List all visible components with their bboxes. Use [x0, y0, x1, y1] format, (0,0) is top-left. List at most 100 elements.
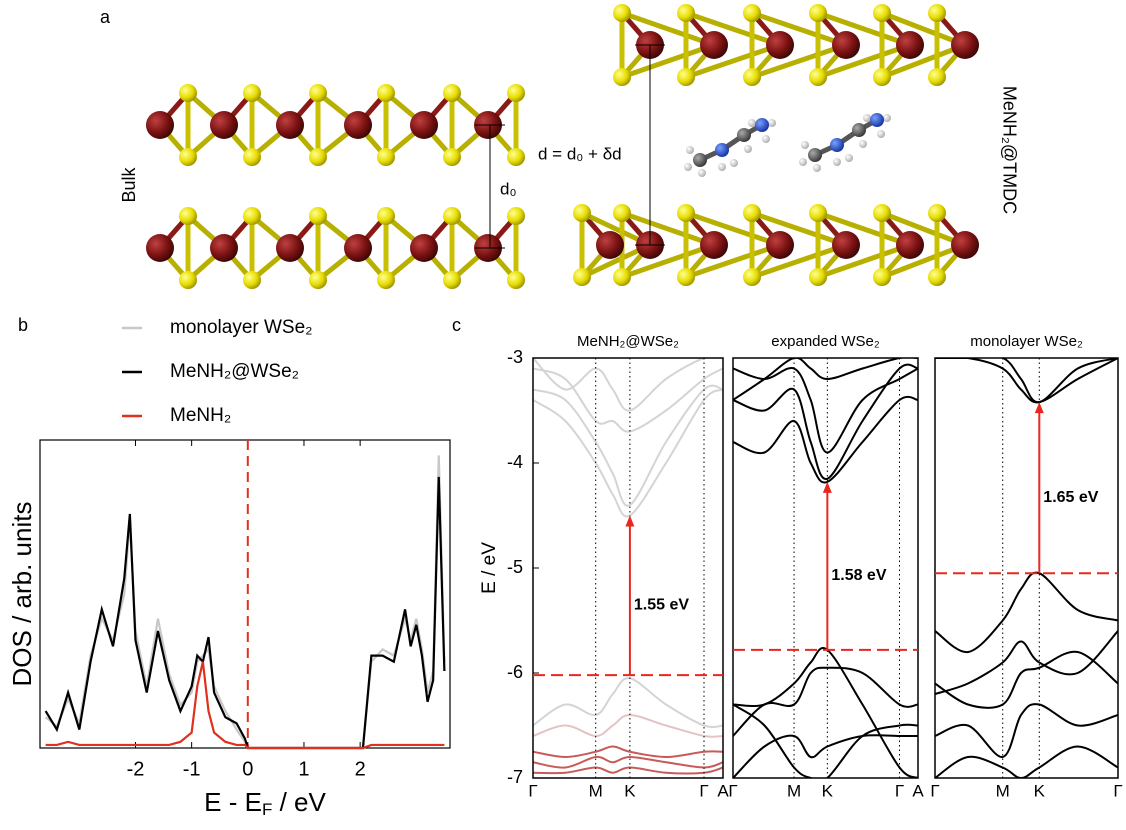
- atom: [684, 163, 692, 171]
- x-tick-label: K: [624, 781, 636, 800]
- atom: [698, 169, 706, 177]
- bands: [733, 357, 918, 781]
- atom: [743, 4, 761, 22]
- atom: [410, 234, 438, 262]
- bulk-label: Bulk: [119, 166, 139, 202]
- atom: [808, 148, 822, 162]
- x-tick-label: Γ: [930, 781, 939, 800]
- band: [733, 705, 918, 782]
- panel-label: b: [18, 315, 28, 335]
- band: [533, 747, 723, 758]
- atom: [377, 271, 395, 289]
- bands: [533, 356, 723, 773]
- atom: [677, 268, 695, 286]
- atom: [179, 271, 197, 289]
- atom: [596, 231, 624, 259]
- atom: [443, 207, 461, 225]
- band: [533, 715, 723, 737]
- atom: [686, 146, 694, 154]
- y-tick-label: -7: [507, 767, 523, 787]
- atom: [870, 113, 884, 127]
- atom: [507, 271, 525, 289]
- gap-label: 1.55 eV: [634, 597, 689, 614]
- atom: [309, 148, 327, 166]
- band: [733, 735, 918, 778]
- atom: [951, 31, 979, 59]
- band: [533, 356, 723, 410]
- atom: [809, 268, 827, 286]
- atom: [766, 231, 794, 259]
- atom: [928, 4, 946, 22]
- atom: [693, 153, 707, 167]
- atom: [766, 31, 794, 59]
- atom: [896, 31, 924, 59]
- atom: [677, 4, 695, 22]
- atom: [877, 130, 885, 138]
- atom: [743, 268, 761, 286]
- atom: [951, 231, 979, 259]
- chart-title: expanded WSe₂: [771, 333, 880, 350]
- atom: [809, 68, 827, 86]
- atom: [410, 111, 438, 139]
- arrow-head: [1035, 402, 1044, 413]
- atom: [748, 119, 756, 127]
- atom: [243, 84, 261, 102]
- atom: [243, 148, 261, 166]
- atom: [443, 148, 461, 166]
- x-axis-label-part: E - E: [204, 787, 262, 817]
- figure: a b c Bulk d₀ d = d₀ + δd MeNH₂@TMDC -2-…: [0, 0, 1126, 830]
- plot-frame: [733, 358, 918, 778]
- atom: [613, 204, 631, 222]
- atom: [852, 123, 866, 137]
- atom: [743, 204, 761, 222]
- y-tick-label: -3: [507, 347, 523, 367]
- atom: [377, 148, 395, 166]
- atom: [799, 158, 807, 166]
- dos-curve: [46, 662, 445, 748]
- band: [533, 386, 723, 506]
- atom: [344, 234, 372, 262]
- atom: [613, 4, 631, 22]
- band: [935, 652, 1118, 708]
- x-tick-label: K: [822, 781, 834, 800]
- chart-title: MeNH₂@WSe₂: [577, 333, 679, 350]
- atom: [762, 135, 770, 143]
- atom: [276, 111, 304, 139]
- atom: [146, 111, 174, 139]
- y-tick-label: -4: [507, 452, 523, 472]
- atom: [809, 4, 827, 22]
- atom: [744, 145, 752, 153]
- atom: [830, 138, 844, 152]
- x-tick-label: Γ: [699, 781, 708, 800]
- atom: [832, 31, 860, 59]
- x-tick-label: M: [589, 781, 603, 800]
- x-tick-label: M: [996, 781, 1010, 800]
- panel-label: a: [100, 7, 111, 27]
- atom: [377, 84, 395, 102]
- atom: [443, 271, 461, 289]
- band: [935, 631, 1118, 694]
- band: [935, 573, 1118, 653]
- x-tick-label: Γ: [728, 781, 737, 800]
- atom: [859, 140, 867, 148]
- dos-curve: [46, 477, 445, 748]
- atom: [146, 234, 174, 262]
- y-axis-label: E / eV: [479, 542, 500, 594]
- atom: [507, 207, 525, 225]
- gap-label: 1.58 eV: [831, 567, 886, 584]
- hybrid-label: MeNH₂@TMDC: [999, 86, 1019, 214]
- atom: [928, 268, 946, 286]
- atom: [801, 141, 809, 149]
- atom: [344, 111, 372, 139]
- atom: [755, 118, 769, 132]
- atom: [210, 234, 238, 262]
- bands: [935, 356, 1118, 778]
- legend-label: MeNH₂@WSe₂: [170, 361, 299, 382]
- atom: [613, 68, 631, 86]
- atom: [276, 234, 304, 262]
- x-tick-label: 1: [298, 758, 309, 780]
- band: [935, 747, 1118, 779]
- atom: [309, 271, 327, 289]
- atom: [873, 4, 891, 22]
- atom: [883, 114, 891, 122]
